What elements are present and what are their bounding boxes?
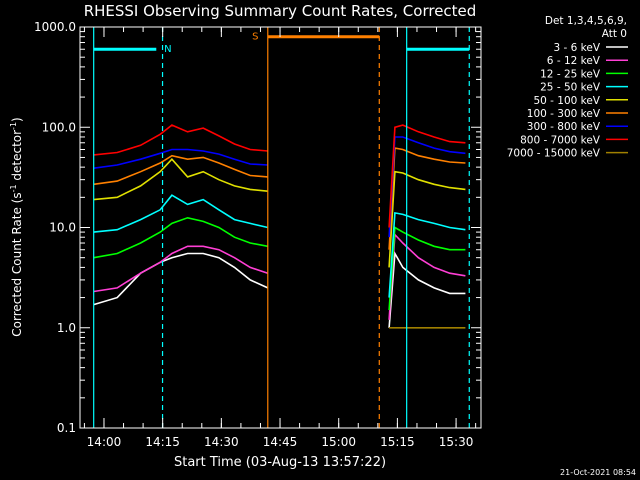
series-line-4	[93, 158, 466, 268]
series-line-3	[93, 194, 466, 298]
series-line-2	[93, 216, 466, 311]
x-tick-label-4: 15:00	[321, 435, 356, 449]
legend-label-6: 300 - 800 keV	[527, 121, 601, 133]
series-layer	[93, 124, 466, 329]
legend-label-8: 7000 - 15000 keV	[507, 148, 601, 160]
y-tick-label-0: 1000.0	[34, 20, 76, 34]
x-tick-label-5: 15:15	[380, 435, 415, 449]
y-tick-label-4: 0.1	[57, 421, 76, 435]
legend-label-0: 3 - 6 keV	[553, 42, 600, 54]
legend-header-1: Att 0	[602, 28, 627, 40]
axis-layer: 1000.0 100.0 10.0 1.0 0.1 14:00 14:15 14:30 14:4…	[34, 20, 481, 449]
legend-label-2: 12 - 25 keV	[540, 68, 601, 80]
interval-label-1: S	[252, 32, 258, 43]
series-line-7	[93, 124, 466, 228]
x-tick-label-6: 15:30	[439, 435, 474, 449]
y-tick-label-3: 1.0	[57, 321, 76, 335]
legend-label-5: 100 - 300 keV	[527, 108, 601, 120]
y-tick-label-2: 10.0	[49, 221, 76, 235]
interval-layer: NS	[93, 27, 470, 428]
x-tick-label-3: 14:45	[263, 435, 298, 449]
series-line-0	[93, 250, 466, 328]
chart-title: RHESSI Observing Summary Count Rates, Co…	[84, 2, 477, 20]
legend-label-7: 800 - 7000 keV	[520, 134, 601, 146]
legend-header-0: Det 1,3,4,5,6,9,	[545, 15, 627, 27]
y-tick-label-1: 100.0	[42, 120, 76, 134]
x-tick-label-2: 14:30	[204, 435, 239, 449]
legend-label-1: 6 - 12 keV	[547, 55, 601, 67]
x-tick-label-0: 14:00	[87, 435, 122, 449]
x-axis-label: Start Time (03-Aug-13 13:57:22)	[174, 455, 386, 470]
y-axis-label-superscript-2: -1	[9, 122, 18, 130]
y-axis-label-superscript-1: -1	[9, 184, 18, 192]
y-axis-label-prefix: Corrected Count Rate (s	[10, 192, 24, 336]
x-tick-label-1: 14:15	[145, 435, 180, 449]
y-axis-label-suffix: )	[10, 117, 24, 122]
legend-label-4: 50 - 100 keV	[533, 95, 600, 107]
interval-label-0: N	[164, 44, 171, 55]
y-axis-label: Corrected Count Rate (s-1 detector-1)	[9, 117, 24, 336]
legend-label-3: 25 - 50 keV	[540, 82, 601, 94]
date-stamp: 21-Oct-2021 08:54	[560, 468, 636, 477]
y-axis-label-middle: detector	[10, 130, 24, 185]
